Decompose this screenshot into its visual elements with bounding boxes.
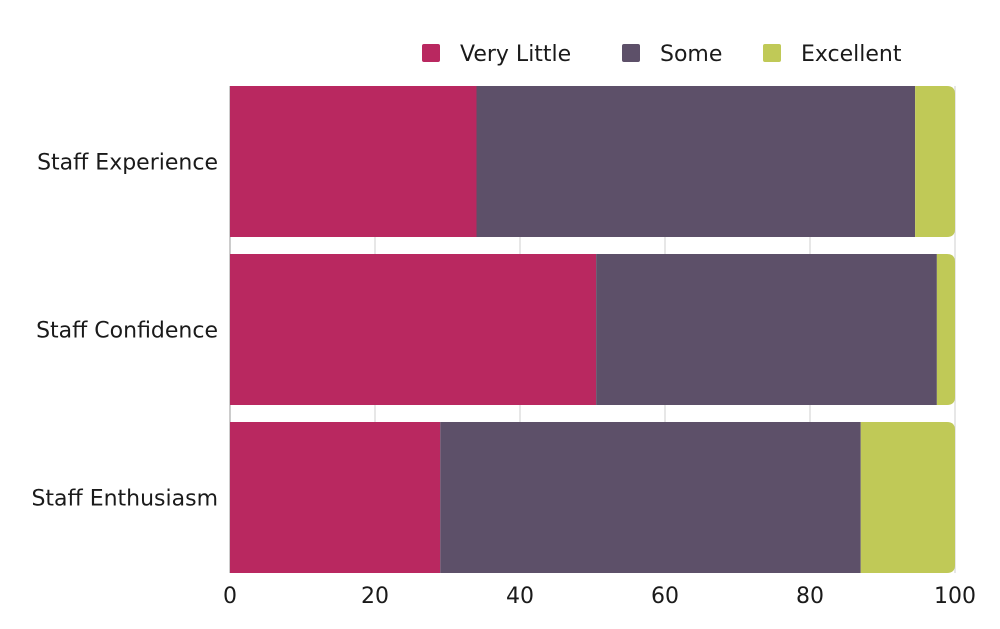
category-label: Staff Confidence xyxy=(36,319,218,344)
bar-segment-excellent[interactable] xyxy=(915,86,955,237)
legend-label: Very Little xyxy=(460,42,571,67)
bar-segment-some[interactable] xyxy=(596,254,937,405)
category-label: Staff Enthusiasm xyxy=(31,487,218,512)
bar-segment-excellent[interactable] xyxy=(860,422,955,573)
x-tick-label: 100 xyxy=(934,584,976,609)
x-tick-label: 40 xyxy=(506,584,534,609)
x-tick-label: 0 xyxy=(223,584,237,609)
legend-label: Some xyxy=(660,42,722,67)
x-tick-label: 60 xyxy=(651,584,679,609)
legend[interactable]: Very Little Some Excellent xyxy=(422,42,902,67)
legend-item-very-little[interactable]: Very Little xyxy=(422,42,571,67)
category-labels: Staff Experience Staff Confidence Staff En… xyxy=(31,151,218,512)
x-tick-label: 80 xyxy=(796,584,824,609)
bar-segment-very-little[interactable] xyxy=(230,86,477,237)
bar-segment-very-little[interactable] xyxy=(230,422,441,573)
bar-segment-some[interactable] xyxy=(476,86,916,237)
bar-segment-some[interactable] xyxy=(440,422,861,573)
legend-swatch xyxy=(422,44,440,62)
bar-segment-excellent[interactable] xyxy=(936,254,955,405)
legend-label: Excellent xyxy=(801,42,902,67)
bars xyxy=(230,86,955,573)
legend-swatch xyxy=(763,44,781,62)
bar-segment-very-little[interactable] xyxy=(230,254,597,405)
category-label: Staff Experience xyxy=(37,151,218,176)
legend-item-excellent[interactable]: Excellent xyxy=(763,42,902,67)
legend-item-some[interactable]: Some xyxy=(622,42,722,67)
x-tick-label: 20 xyxy=(361,584,389,609)
legend-swatch xyxy=(622,44,640,62)
x-tick-labels: 0 20 40 60 80 100 xyxy=(223,584,976,609)
